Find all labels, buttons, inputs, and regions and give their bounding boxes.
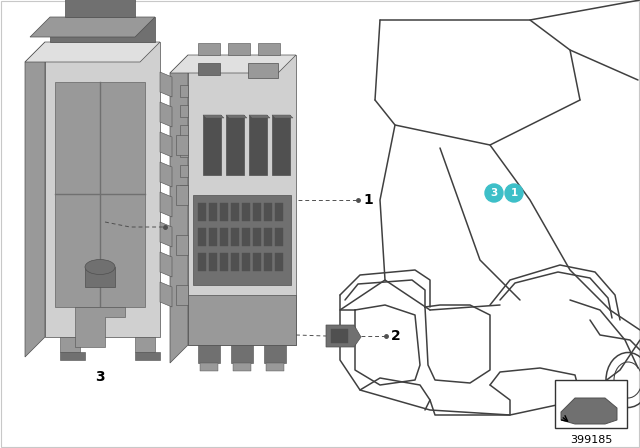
- Bar: [198, 43, 220, 55]
- Bar: [231, 228, 239, 246]
- Polygon shape: [160, 222, 172, 247]
- Bar: [200, 363, 218, 371]
- Bar: [198, 63, 220, 75]
- Bar: [272, 115, 290, 175]
- Bar: [275, 253, 283, 271]
- Polygon shape: [65, 0, 135, 17]
- Bar: [220, 203, 228, 221]
- Bar: [180, 125, 188, 137]
- Bar: [248, 63, 278, 78]
- Polygon shape: [50, 17, 155, 42]
- Polygon shape: [25, 42, 45, 357]
- Bar: [220, 253, 228, 271]
- Polygon shape: [160, 252, 172, 277]
- Polygon shape: [55, 82, 145, 307]
- Ellipse shape: [85, 259, 115, 275]
- Bar: [180, 105, 188, 117]
- Bar: [198, 228, 206, 246]
- Circle shape: [485, 184, 503, 202]
- Bar: [231, 203, 239, 221]
- Bar: [233, 363, 251, 371]
- Polygon shape: [226, 115, 247, 118]
- Bar: [60, 352, 85, 360]
- Bar: [264, 203, 272, 221]
- Polygon shape: [249, 115, 270, 118]
- Bar: [264, 228, 272, 246]
- Text: 2: 2: [391, 329, 401, 343]
- Bar: [198, 345, 220, 363]
- Bar: [193, 195, 291, 285]
- Polygon shape: [75, 307, 125, 347]
- Bar: [209, 203, 217, 221]
- Bar: [198, 203, 206, 221]
- Bar: [85, 267, 115, 287]
- Polygon shape: [160, 162, 172, 187]
- Bar: [209, 253, 217, 271]
- Polygon shape: [160, 102, 172, 127]
- Polygon shape: [25, 42, 160, 62]
- Polygon shape: [160, 282, 172, 307]
- Bar: [275, 203, 283, 221]
- Polygon shape: [272, 115, 293, 118]
- Bar: [242, 253, 250, 271]
- Polygon shape: [160, 192, 172, 217]
- Bar: [203, 115, 221, 175]
- Polygon shape: [45, 42, 160, 337]
- Bar: [228, 43, 250, 55]
- Polygon shape: [331, 329, 348, 343]
- Bar: [555, 380, 627, 428]
- Bar: [180, 165, 188, 177]
- Bar: [176, 235, 188, 255]
- Bar: [242, 228, 250, 246]
- Polygon shape: [188, 55, 296, 345]
- Bar: [180, 85, 188, 97]
- Bar: [231, 253, 239, 271]
- Bar: [188, 295, 296, 345]
- Bar: [253, 228, 261, 246]
- Bar: [176, 285, 188, 305]
- Bar: [231, 345, 253, 363]
- Bar: [258, 43, 280, 55]
- Bar: [135, 352, 160, 360]
- Polygon shape: [326, 325, 361, 347]
- Text: 1: 1: [363, 193, 372, 207]
- Polygon shape: [203, 115, 224, 118]
- Bar: [253, 253, 261, 271]
- Bar: [266, 363, 284, 371]
- Bar: [242, 203, 250, 221]
- Polygon shape: [30, 17, 155, 37]
- Bar: [180, 145, 188, 157]
- Circle shape: [505, 184, 523, 202]
- Bar: [220, 228, 228, 246]
- Polygon shape: [170, 55, 188, 363]
- Text: 3: 3: [95, 370, 105, 384]
- Bar: [198, 253, 206, 271]
- Polygon shape: [561, 398, 617, 424]
- Polygon shape: [170, 55, 296, 73]
- Text: 1: 1: [510, 188, 518, 198]
- Bar: [180, 185, 188, 197]
- Bar: [249, 115, 267, 175]
- Bar: [60, 337, 80, 352]
- Bar: [264, 253, 272, 271]
- Bar: [209, 228, 217, 246]
- Bar: [176, 185, 188, 205]
- Bar: [135, 337, 155, 352]
- Bar: [176, 135, 188, 155]
- Bar: [253, 203, 261, 221]
- Polygon shape: [160, 132, 172, 157]
- Bar: [275, 228, 283, 246]
- Text: 399185: 399185: [570, 435, 612, 445]
- Bar: [264, 345, 286, 363]
- Bar: [226, 115, 244, 175]
- Polygon shape: [160, 72, 172, 97]
- Text: 3: 3: [490, 188, 498, 198]
